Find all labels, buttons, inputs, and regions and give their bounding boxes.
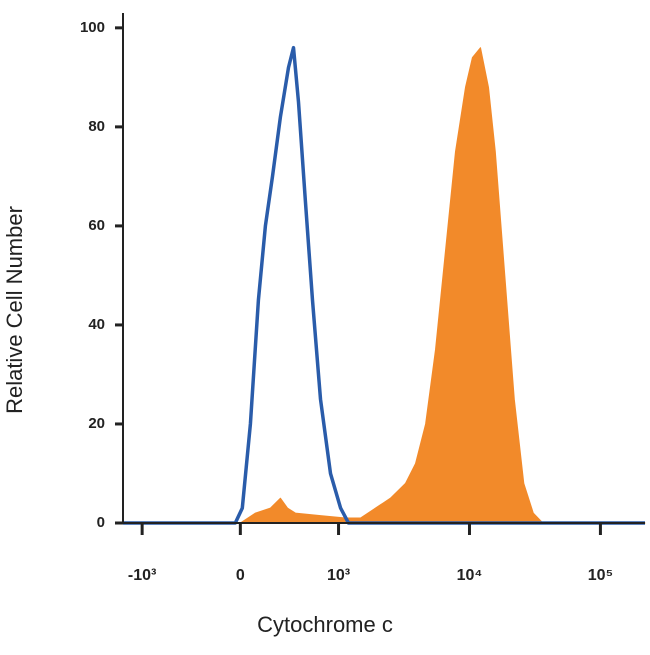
x-tick-label: 10³ (327, 567, 350, 584)
histogram-line (123, 45, 645, 525)
y-axis-label: Relative Cell Number (2, 206, 27, 414)
y-tick-label: 100 (80, 19, 105, 36)
y-tick-label: 20 (88, 415, 105, 432)
histogram-area (122, 47, 646, 524)
y-tick-label: 0 (97, 514, 105, 531)
x-tick-label: 10⁵ (588, 567, 613, 584)
y-tick-label: 80 (88, 118, 105, 135)
y-tick-label: 40 (88, 316, 105, 333)
x-tick-label: 10⁴ (457, 567, 483, 584)
x-tick-label: 0 (236, 567, 245, 584)
y-tick-label: 60 (88, 217, 105, 234)
x-axis-label: Cytochrome c (257, 612, 393, 637)
x-tick-label: -10³ (128, 567, 156, 584)
